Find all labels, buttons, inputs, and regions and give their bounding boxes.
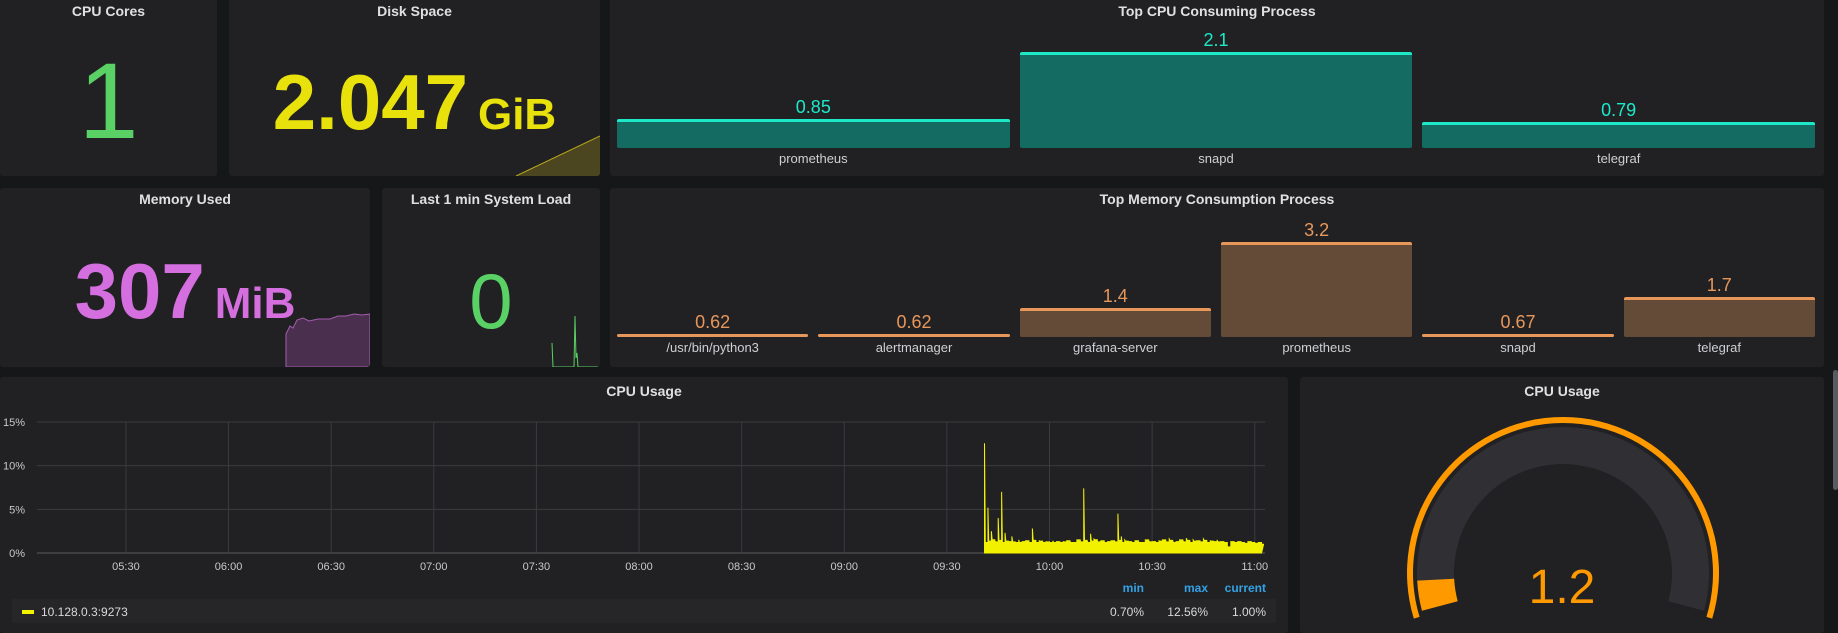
disk-space-panel: Disk Space 2.047 GiB	[229, 0, 600, 176]
bar-snapd	[1019, 52, 1413, 148]
bar-value-label: 0.62	[896, 312, 932, 332]
x-tick-label: 11:00	[1241, 561, 1268, 573]
bar-category-label: prometheus	[1282, 340, 1351, 355]
x-tick-label: 09:00	[830, 561, 858, 573]
cpu-usage-graph-panel: CPU Usage 0% 5% 10% 15% 05:30 06:00 06:30 07:00…	[0, 377, 1288, 633]
x-tick-label: 08:30	[728, 561, 756, 573]
legend-header-max[interactable]: max	[1183, 581, 1208, 595]
memory-used-panel: Memory Used 307 MiB	[0, 188, 370, 367]
bar-value-label: 0.62	[695, 312, 731, 332]
bar-value-label: 0.85	[795, 97, 831, 118]
top-cpu-panel: Top CPU Consuming Process 0.85 prometheus…	[610, 0, 1824, 176]
series-color-swatch[interactable]	[22, 610, 34, 614]
x-tick-label: 06:00	[215, 561, 243, 573]
bar-category-label: telegraf	[1596, 151, 1641, 166]
x-tick-label: 10:00	[1036, 561, 1064, 573]
legend-header-min[interactable]: min	[1122, 581, 1144, 595]
bar-telegraf	[1623, 297, 1815, 337]
bar-value-label: 0.79	[1601, 100, 1637, 121]
series-name[interactable]: 10.128.0.3:9273	[41, 605, 128, 619]
top-memory-panel: Top Memory Consumption Process 0.62/usr/…	[610, 188, 1824, 367]
panel-title: Top Memory Consumption Process	[1099, 191, 1335, 207]
x-tick-label: 08:00	[625, 561, 653, 573]
cpu-cores-value: 1	[78, 40, 139, 161]
bar-category-label: snapd	[1198, 151, 1234, 166]
bar-snapd	[1422, 334, 1614, 337]
disk-space-sparkline	[515, 135, 600, 176]
disk-space-unit: GiB	[477, 90, 557, 139]
bar-telegraf	[1422, 122, 1815, 148]
legend-header-current[interactable]: current	[1224, 581, 1266, 595]
bar-value-label: 0.67	[1500, 312, 1536, 332]
panel-title: Top CPU Consuming Process	[1118, 3, 1316, 19]
bar-prometheus	[617, 119, 1010, 148]
panel-title: Disk Space	[377, 3, 452, 19]
cpu-usage-gauge	[1407, 417, 1719, 619]
panel-title: Memory Used	[139, 191, 231, 207]
gauge-value-fill	[1417, 578, 1458, 611]
legend-row[interactable]: 10.128.0.3:9273 0.70% 12.56% 1.00%	[12, 599, 1276, 623]
series-max: 12.56%	[1167, 605, 1208, 619]
panel-title: CPU Usage	[1524, 383, 1600, 399]
y-tick-label: 0%	[9, 548, 25, 560]
x-tick-label: 05:30	[112, 561, 140, 573]
series-current: 1.00%	[1231, 605, 1266, 619]
system-load-value: 0	[469, 257, 513, 345]
x-tick-label: 09:30	[933, 561, 961, 573]
bar-prometheus	[1221, 242, 1413, 337]
cpu-usage-graph[interactable]: 0% 5% 10% 15% 05:30 06:00 06:30 07:00 07:30 08:00…	[0, 377, 1288, 577]
bar-category-label: snapd	[1500, 340, 1536, 355]
cpu-usage-gauge-panel: CPU Usage 1.2	[1300, 377, 1824, 633]
bar-category-label: alertmanager	[875, 340, 953, 355]
gauge-track	[1417, 427, 1709, 611]
x-tick-label: 07:00	[420, 561, 448, 573]
panel-title: CPU Cores	[71, 3, 146, 19]
y-tick-label: 10%	[3, 461, 25, 473]
memory-used-unit: MiB	[214, 279, 296, 328]
scrollbar[interactable]	[1833, 370, 1838, 490]
bar-grafana-server	[1019, 308, 1211, 337]
panel-title: Last 1 min System Load	[410, 191, 572, 207]
x-tick-label: 06:30	[317, 561, 345, 573]
system-load-panel: Last 1 min System Load 0	[382, 188, 600, 367]
bar-category-label: /usr/bin/python3	[666, 340, 759, 355]
bar-value-label: 2.1	[1203, 30, 1229, 50]
gauge-value: 1.2	[1528, 561, 1596, 614]
memory-used-number: 307	[74, 247, 205, 335]
bar-value-label: 1.4	[1102, 286, 1128, 307]
x-tick-label: 07:30	[523, 561, 551, 573]
system-load-sparkline	[551, 315, 600, 367]
bar-category-label: grafana-server	[1073, 340, 1158, 355]
series-area	[984, 443, 1265, 554]
cpu-cores-panel: CPU Cores 1	[0, 0, 217, 176]
y-tick-label: 5%	[9, 504, 25, 516]
y-tick-label: 15%	[3, 417, 25, 429]
series-min: 0.70%	[1109, 605, 1144, 619]
x-tick-label: 10:30	[1138, 561, 1166, 573]
panel-title: CPU Usage	[606, 383, 682, 399]
bar-category-label: prometheus	[779, 151, 848, 166]
bar-value-label: 1.7	[1706, 275, 1732, 296]
memory-used-value: 307 MiB	[0, 252, 370, 330]
bar-category-label: telegraf	[1697, 340, 1741, 355]
bar-alertmanager	[818, 334, 1010, 337]
bar-value-label: 3.2	[1304, 220, 1330, 240]
disk-space-value: 2.047 GiB	[229, 63, 600, 141]
memory-sparkline	[285, 313, 370, 367]
bar-/usr/bin/python3	[617, 334, 809, 337]
disk-space-number: 2.047	[272, 58, 468, 146]
